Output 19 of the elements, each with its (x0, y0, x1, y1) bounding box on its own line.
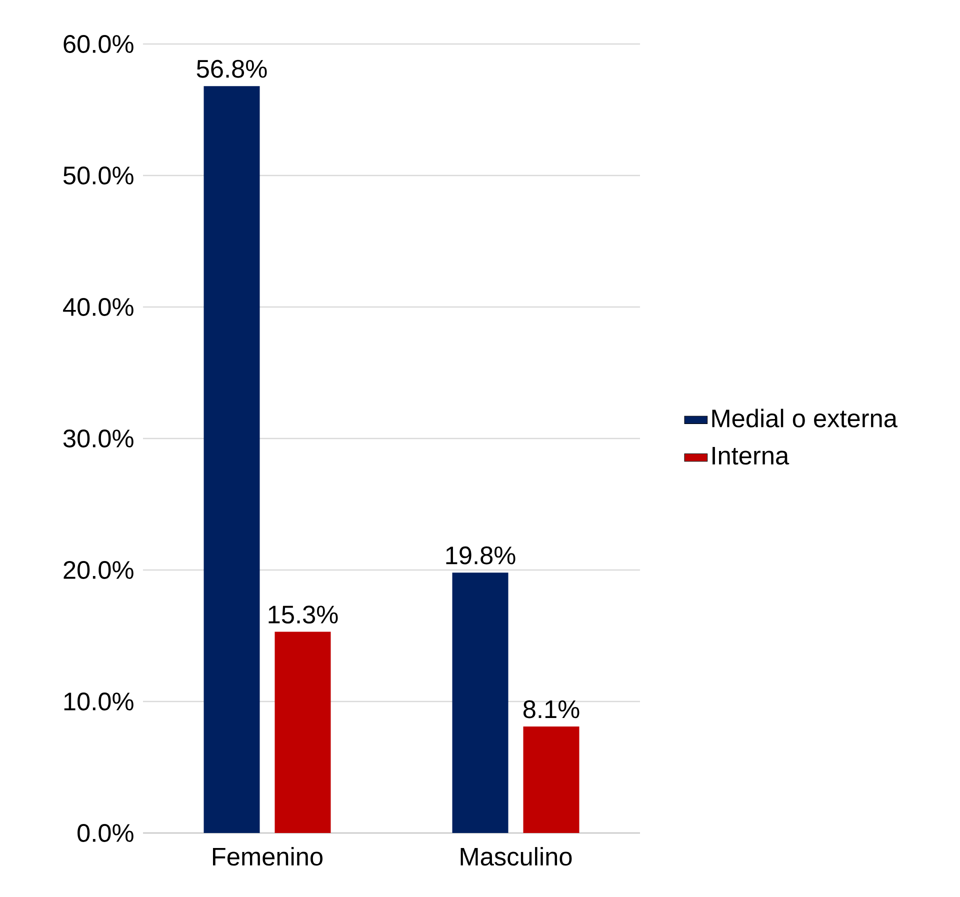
bar (452, 572, 508, 833)
y-tick-label: 40.0% (63, 298, 134, 316)
bar (523, 726, 580, 833)
y-tick-label: 30.0% (63, 430, 134, 448)
x-tick-label: Femenino (212, 847, 322, 866)
bar (274, 632, 331, 833)
y-tick-label: 20.0% (64, 561, 134, 579)
y-tick-label: 60.0% (64, 35, 134, 53)
y-tick-label: 10.0% (64, 692, 134, 710)
bar (204, 86, 260, 833)
legend-label: Interna (712, 446, 790, 465)
y-tick-label: 50.0% (63, 166, 134, 184)
data-label: 56.8% (196, 60, 267, 78)
x-tick-label: Masculino (460, 847, 572, 866)
data-label: 15.3% (268, 606, 338, 624)
y-tick-label: 0.0% (78, 824, 134, 842)
data-label: 8.1% (523, 700, 580, 718)
legend-label: Medial o externa (712, 408, 898, 428)
data-label: 19.8% (446, 546, 516, 564)
